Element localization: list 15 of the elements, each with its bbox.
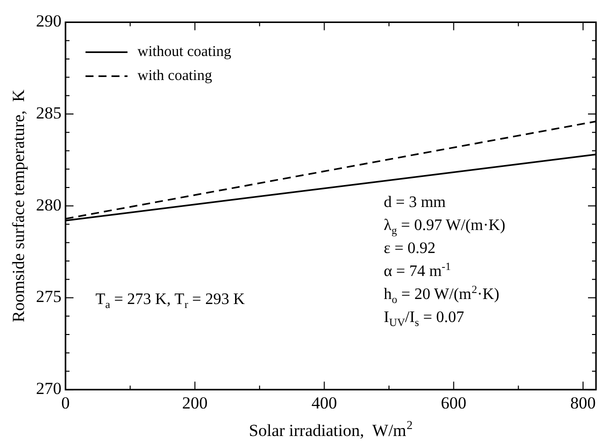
y-tick-label: 275: [36, 287, 62, 306]
y-tick-label: 270: [36, 379, 62, 398]
y-tick-label: 290: [36, 12, 62, 31]
x-tick-label: 400: [312, 393, 338, 412]
y-tick-label: 280: [36, 195, 62, 214]
x-tick-label: 800: [570, 393, 596, 412]
legend-label: without coating: [138, 44, 232, 60]
x-tick-label: 200: [182, 393, 208, 412]
y-axis-title: Roomside surface temperature, K: [9, 88, 28, 322]
legend-label: with coating: [138, 68, 213, 84]
annotation: ε = 0.92: [384, 240, 436, 258]
x-tick-label: 0: [61, 393, 70, 412]
x-tick-label: 600: [440, 393, 466, 412]
y-tick-label: 285: [36, 104, 62, 123]
annotation: d = 3 mm: [384, 194, 446, 212]
